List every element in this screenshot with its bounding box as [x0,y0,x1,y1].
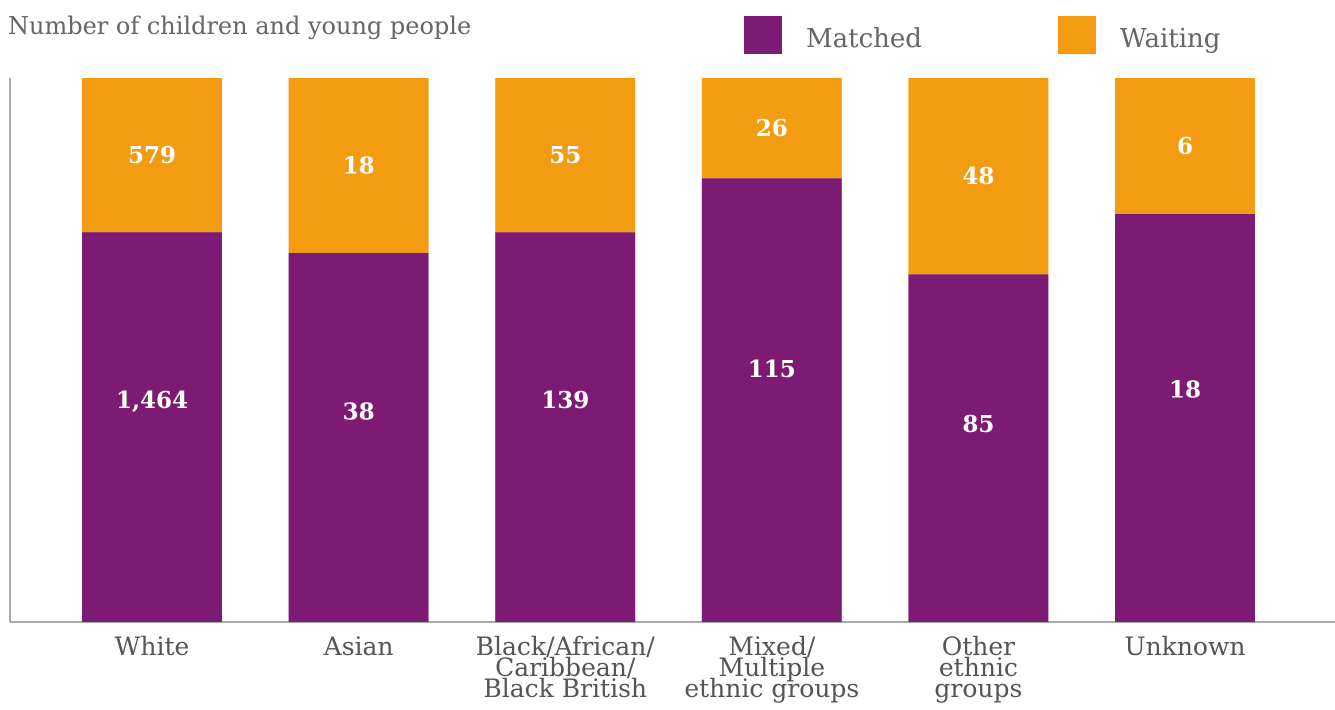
data-label-waiting: 48 [962,163,994,190]
data-label-waiting: 55 [549,142,581,169]
bar-matched [701,178,842,622]
x-tick-label: Asian [323,632,394,661]
x-tick-label: White [115,632,190,661]
bar-waiting [82,78,222,233]
x-tick-label-line: Caribbean/ [495,653,636,682]
legend-swatch-matched [744,16,782,54]
bar-matched [82,232,222,622]
bar-matched [495,232,636,622]
x-tick-label-line: Unknown [1125,632,1246,661]
x-tick-label: Mixed/Multiple ethnic groups [684,632,859,703]
y-axis-label: Number of children and young people [8,12,471,40]
data-label-waiting: 26 [756,115,788,142]
x-tick-label-line: Other [942,632,1015,661]
x-tick-label: Unknown [1125,632,1246,661]
data-label-matched: 18 [1169,376,1201,403]
bar-matched [1115,214,1255,622]
x-tick-label: Other ethnic groups [934,632,1022,703]
data-label-waiting: 18 [343,152,375,179]
bar-waiting [908,78,1049,275]
legend-swatch-waiting [1058,16,1096,54]
x-tick-label-line: White [115,632,190,661]
data-label-matched: 38 [343,399,375,426]
legend: Matched Waiting [744,16,1220,54]
bar-waiting [1115,78,1255,214]
category-labels: White Asian Black/African/Caribbean/Black … [115,632,1246,703]
x-tick-label-line: Mixed/ [728,632,815,661]
data-label-matched: 139 [541,387,589,414]
bars: 579 1,464 18 38 55 139 26 115 48 85 6 18 [82,78,1255,622]
data-label-matched: 115 [748,356,796,383]
legend-label-waiting: Waiting [1120,24,1220,54]
legend-label-matched: Matched [806,24,922,54]
data-label-waiting: 6 [1177,133,1193,160]
data-label-matched: 1,464 [116,387,188,414]
x-tick-label-line: Black British [483,674,647,703]
bar-waiting [495,78,636,233]
bar-matched [908,274,1049,622]
data-label-waiting: 579 [128,142,176,169]
x-tick-label: Black/African/Caribbean/Black British [476,632,656,703]
bar-matched [288,252,429,622]
x-tick-label-line: groups [934,674,1022,703]
x-tick-label-line: ethnic groups [684,674,859,703]
x-tick-label-line: ethnic [939,653,1018,682]
x-tick-label-line: Asian [323,632,394,661]
data-label-matched: 85 [962,411,994,438]
x-tick-label-line: Multiple [719,653,826,682]
bar-waiting [288,78,429,253]
bar-waiting [701,78,842,179]
x-tick-label-line: Black/African/ [476,632,656,661]
